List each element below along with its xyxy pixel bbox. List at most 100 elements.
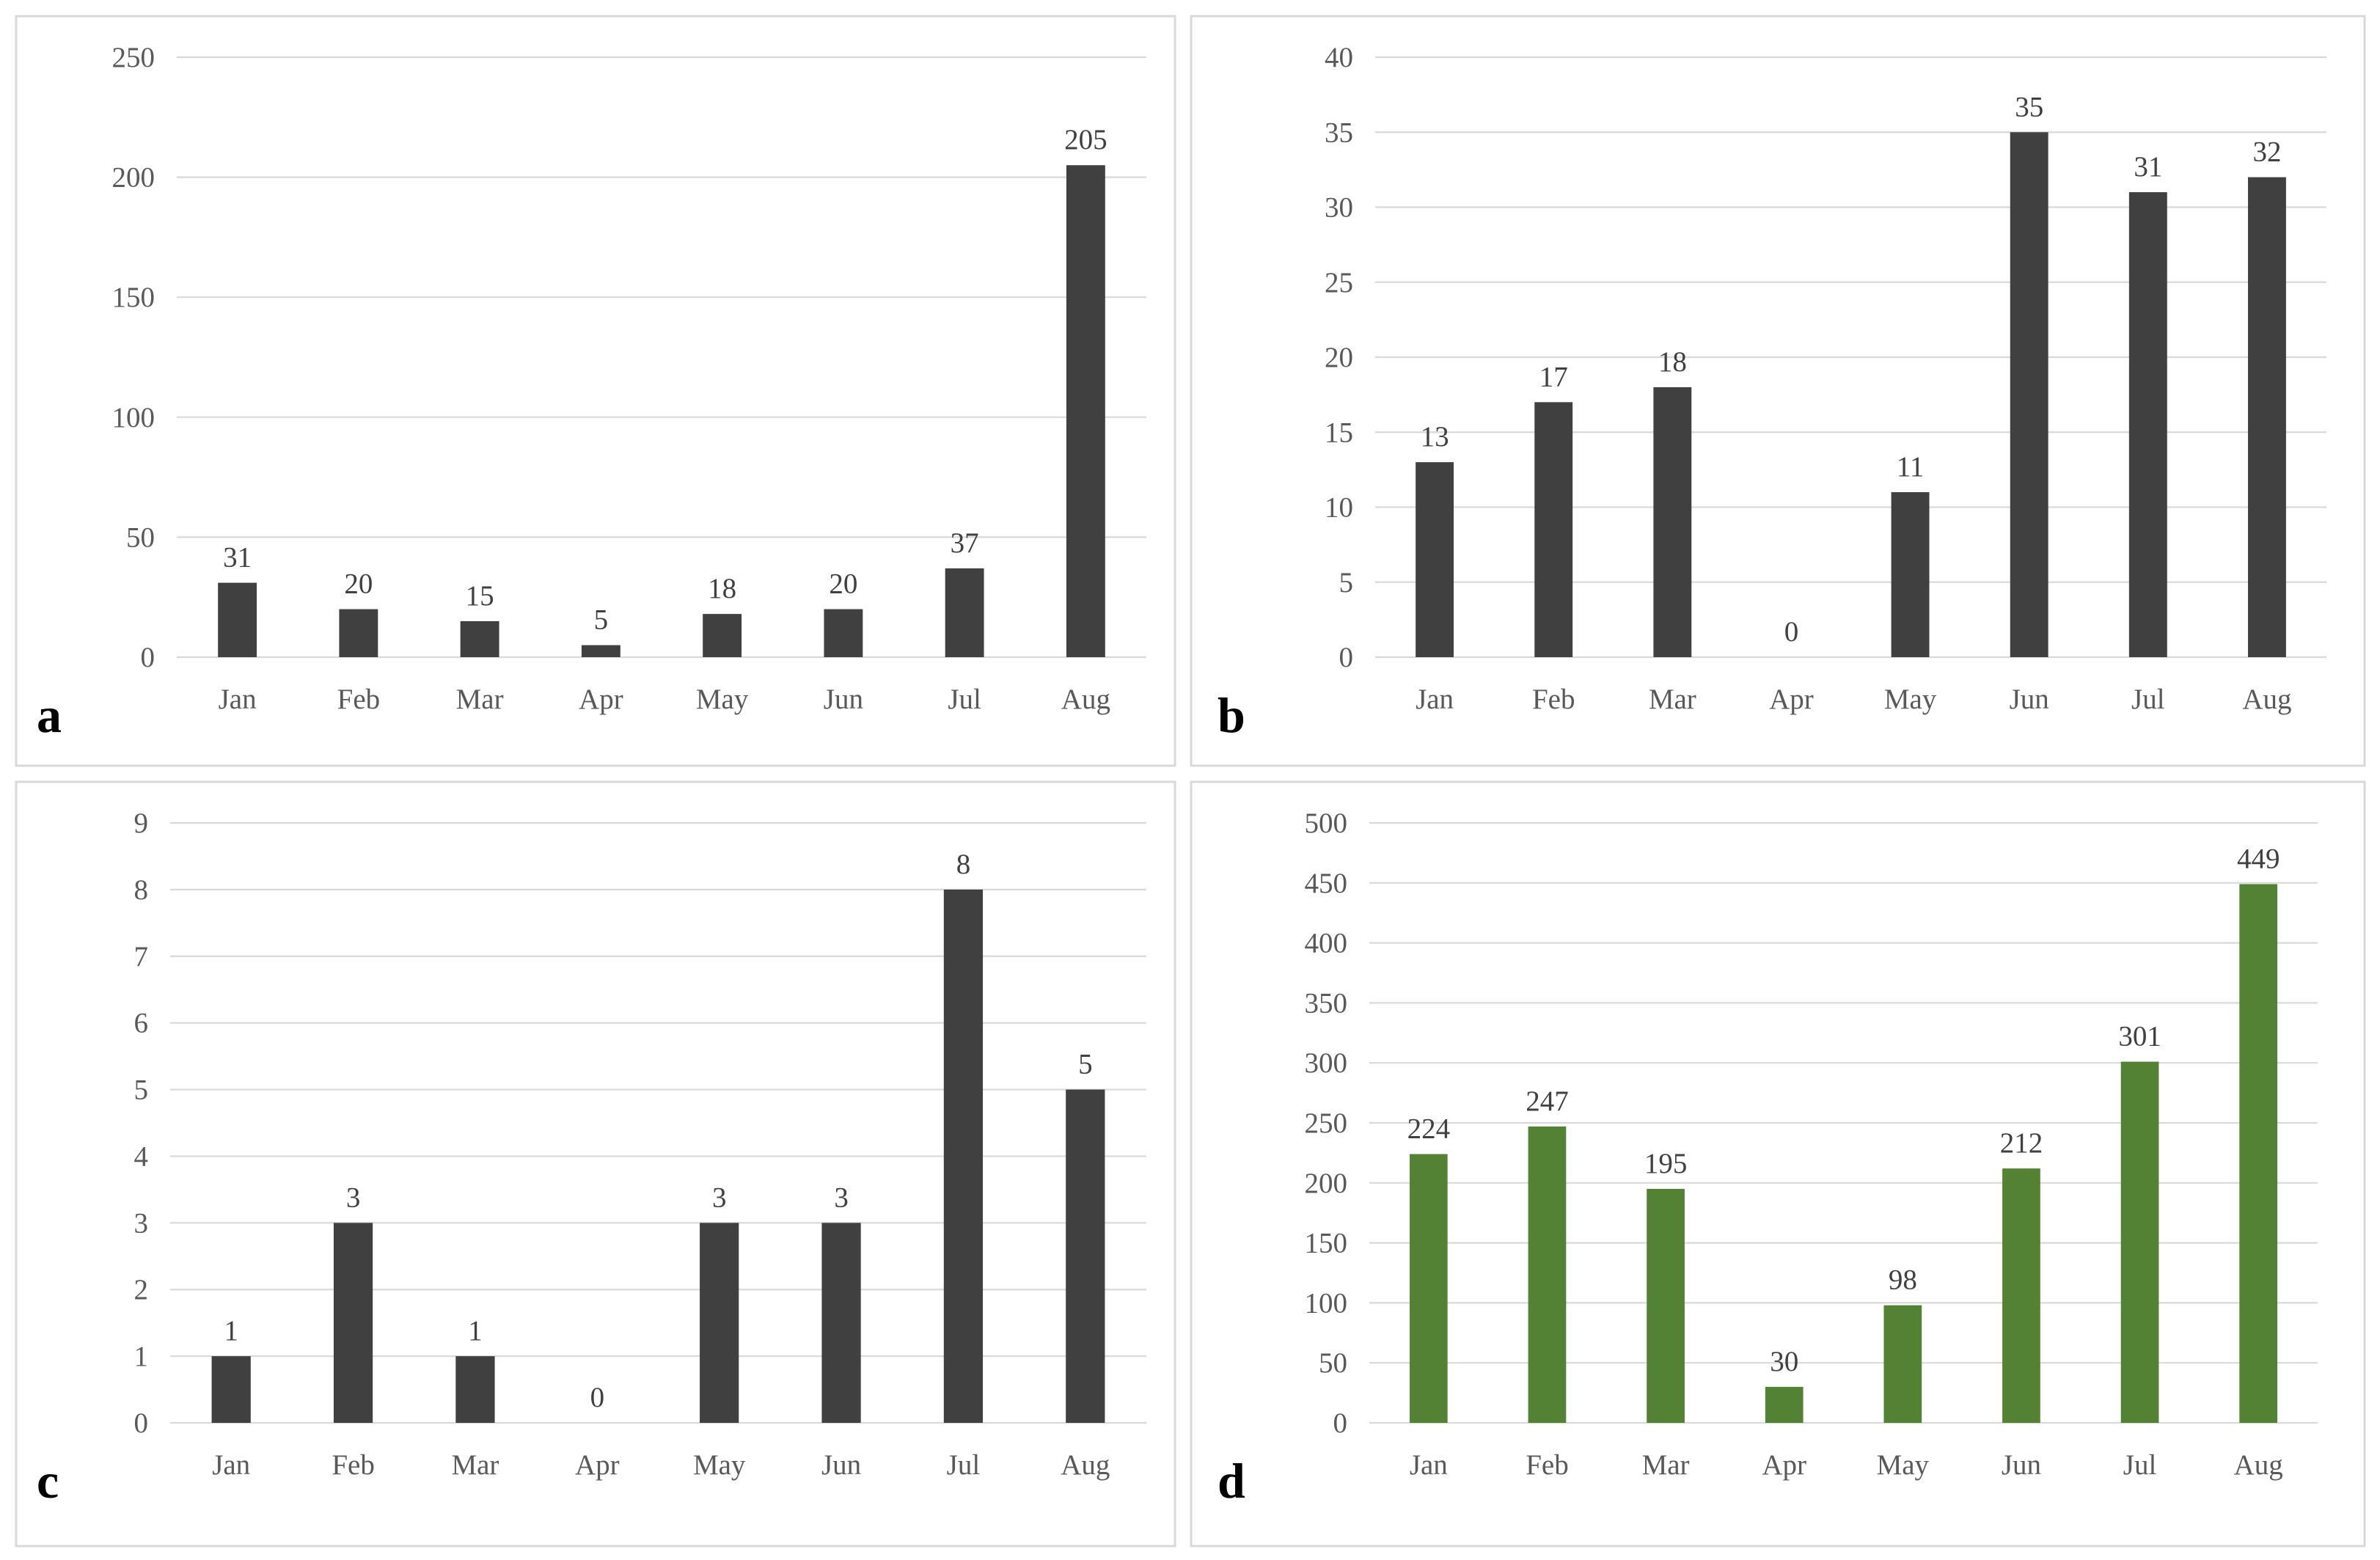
x-tick-label: Apr (1762, 1449, 1806, 1481)
x-tick-label: Aug (2242, 684, 2291, 715)
data-label: 195 (1644, 1148, 1688, 1179)
bar-aug (2239, 884, 2278, 1423)
x-tick-label: Mar (451, 1449, 499, 1481)
bar-apr (581, 645, 620, 657)
bar-jul (2128, 192, 2167, 657)
data-label: 212 (2000, 1127, 2043, 1159)
chart-panel-b: 0 5 10 15 20 25 30 35 40 13 Jan 17 Feb 18 Mar 0 Apr 11 May… (1190, 15, 2366, 767)
data-label: 3 (834, 1182, 849, 1213)
y-tick-label: 0 (1333, 1407, 1348, 1439)
data-label: 301 (2118, 1021, 2161, 1052)
data-label: 13 (1421, 421, 1449, 453)
bar-feb (1534, 402, 1573, 657)
bar-may (1883, 1305, 1922, 1423)
bar-feb (1528, 1126, 1567, 1423)
y-tick-label: 4 (134, 1140, 149, 1172)
y-tick-label: 100 (1305, 1287, 1348, 1319)
x-tick-label: Jun (2010, 684, 2049, 715)
x-tick-label: Jun (824, 684, 863, 715)
bar-jul (943, 889, 984, 1423)
x-tick-label: Apr (1769, 684, 1814, 715)
panel-border (1190, 15, 2366, 767)
bar-may (1891, 492, 1930, 657)
x-tick-label: Jan (1416, 684, 1454, 715)
x-tick-label: May (696, 684, 749, 715)
x-tick-label: May (1877, 1449, 1930, 1481)
bar-mar (1647, 1188, 1685, 1423)
data-label: 32 (2252, 136, 2281, 168)
bar-may (700, 1223, 739, 1423)
y-tick-label: 400 (1305, 928, 1348, 959)
x-tick-label: Feb (1526, 1449, 1569, 1481)
bar-apr (1765, 1386, 1804, 1423)
x-tick-label: Jan (1410, 1449, 1448, 1481)
y-tick-label: 350 (1305, 987, 1348, 1019)
data-label: 35 (2015, 91, 2043, 122)
bar-aug (1066, 165, 1105, 658)
bar-mar (455, 1356, 495, 1423)
data-label: 247 (1526, 1085, 1569, 1117)
x-tick-label: Apr (579, 684, 623, 715)
bar-mar (1653, 387, 1692, 657)
data-label: 3 (712, 1182, 727, 1213)
y-tick-label: 20 (1325, 342, 1353, 373)
x-tick-label: Jul (2123, 1449, 2157, 1481)
data-label: 449 (2237, 843, 2280, 874)
data-label: 224 (1407, 1113, 1451, 1145)
bar-jan (1409, 1154, 1448, 1423)
x-tick-label: Mar (1649, 684, 1696, 715)
data-label: 31 (2134, 151, 2162, 183)
bar-aug (2247, 177, 2286, 658)
bar-jun (2002, 1168, 2040, 1423)
x-tick-label: Jun (821, 1449, 861, 1481)
y-tick-label: 300 (1305, 1047, 1348, 1079)
x-tick-label: Mar (456, 684, 504, 715)
chart-panel-a: 0 50 100 150 200 250 31 Jan 20 Feb 15 Mar 5 Apr 18 May 2… (15, 15, 1176, 767)
data-label: 15 (466, 580, 494, 612)
chart-panel-c: 0 1 2 3 4 5 6 7 8 9 1 Jan 3 Feb 1 Mar 0 Apr 3 May 3 Jun 8 Jul 5 A… (15, 780, 1176, 1548)
panel-label: d (1218, 1453, 1245, 1509)
y-tick-label: 100 (112, 402, 155, 433)
data-label: 1 (468, 1315, 483, 1347)
y-tick-label: 25 (1325, 267, 1353, 299)
y-tick-label: 2 (134, 1274, 149, 1306)
data-label: 98 (1889, 1264, 1917, 1296)
y-tick-label: 9 (134, 808, 149, 839)
x-tick-label: May (693, 1449, 746, 1481)
bar-jun (2010, 132, 2048, 657)
x-tick-label: Aug (1061, 684, 1110, 715)
panel-border (15, 780, 1176, 1548)
bar-may (703, 614, 742, 657)
bar-aug (1066, 1089, 1105, 1423)
bar-mar (460, 620, 499, 657)
panel-border (1190, 780, 2366, 1548)
x-tick-label: Apr (575, 1449, 620, 1481)
y-tick-label: 250 (1305, 1107, 1348, 1139)
y-tick-label: 7 (134, 941, 149, 973)
y-tick-label: 150 (1305, 1228, 1348, 1259)
x-tick-label: Jul (947, 1449, 981, 1481)
x-tick-label: Feb (337, 684, 381, 715)
y-tick-label: 8 (134, 874, 149, 906)
data-label: 20 (344, 568, 373, 600)
y-tick-label: 0 (141, 642, 155, 673)
panel-label: c (37, 1453, 59, 1509)
y-tick-label: 450 (1305, 868, 1348, 899)
y-tick-label: 500 (1305, 808, 1348, 839)
y-tick-label: 150 (112, 282, 155, 313)
y-tick-label: 0 (1339, 642, 1354, 673)
chart-panel-d: 0 50 100 150 200 250 300 350 400 450 500 224 Jan 247 F… (1190, 780, 2366, 1548)
y-tick-label: 0 (134, 1407, 149, 1439)
data-label: 37 (951, 527, 979, 559)
x-tick-label: Jun (2002, 1449, 2041, 1481)
bar-jun (821, 1223, 861, 1423)
data-label: 5 (594, 604, 609, 636)
y-tick-label: 50 (1319, 1347, 1347, 1379)
data-label: 17 (1539, 361, 1568, 392)
x-tick-label: Feb (1532, 684, 1575, 715)
x-tick-label: Jan (219, 684, 257, 715)
data-label: 1 (224, 1315, 238, 1347)
bar-jan (211, 1356, 251, 1423)
x-tick-label: Jul (948, 684, 981, 715)
data-label: 20 (829, 568, 857, 600)
